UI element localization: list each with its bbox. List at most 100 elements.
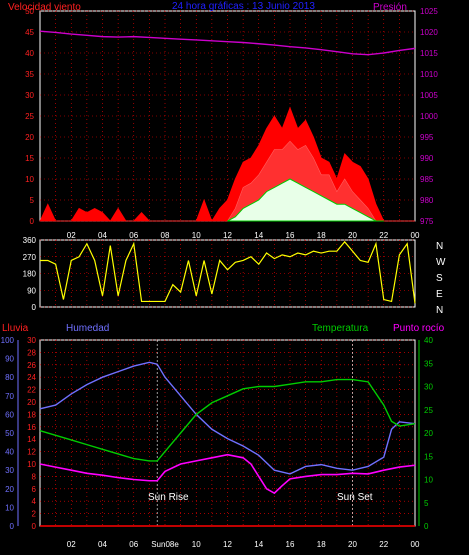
rain-tick-label: 6 [32, 485, 37, 494]
direction-tick-label: 0 [32, 303, 37, 312]
pressure-line [39, 30, 416, 56]
x-tick-label: 02 [67, 231, 76, 240]
pressure-tick-label: 1005 [420, 91, 438, 100]
lower-x-tick-label: 22 [379, 540, 388, 549]
x-tick-label: 20 [348, 231, 357, 240]
humidity-tick-label: 0 [10, 522, 15, 531]
chart-title: 24 hora gráficas : 13 Junio 2013 [172, 1, 315, 12]
lower-x-tick-label: Sun08e [151, 540, 179, 549]
dewpoint-line [39, 453, 416, 495]
temperature-tick-label: 25 [424, 406, 433, 415]
rain-tick-label: 4 [32, 497, 37, 506]
lower-x-tick-label: 10 [192, 540, 201, 549]
pressure-tick-label: 1010 [420, 70, 438, 79]
lower-x-tick-label: 06 [129, 540, 138, 549]
humidity-tick-label: 100 [1, 336, 15, 345]
humidity-tick-label: 90 [5, 355, 14, 364]
pressure-tick-label: 990 [420, 154, 434, 163]
temperature-line [39, 378, 416, 462]
rain-tick-label: 22 [27, 386, 36, 395]
humidity-tick-label: 40 [5, 448, 14, 457]
lower-x-tick-label: 12 [223, 540, 232, 549]
rain-label: Lluvia [2, 323, 29, 334]
wind-tick-label: 10 [25, 175, 34, 184]
compass-label-n-bottom: N [436, 305, 443, 316]
x-tick-label: 10 [192, 231, 201, 240]
rain-tick-label: 12 [27, 448, 36, 457]
compass-label-s: S [436, 273, 443, 284]
direction-line [40, 240, 416, 304]
wind-tick-label: 35 [25, 70, 34, 79]
humidity-line [39, 361, 416, 475]
x-tick-label: 12 [223, 231, 232, 240]
pressure-tick-label: 975 [420, 217, 434, 226]
direction-tick-label: 90 [27, 286, 36, 295]
rain-tick-label: 26 [27, 361, 36, 370]
wind-tick-label: 40 [25, 49, 34, 58]
sun-set-label: Sun Set [337, 492, 373, 503]
rain-tick-label: 8 [32, 472, 37, 481]
pressure-tick-label: 995 [420, 133, 434, 142]
lower-x-tick-label: 18 [317, 540, 326, 549]
rain-tick-label: 16 [27, 423, 36, 432]
wind-tick-label: 20 [25, 133, 34, 142]
pressure-tick-label: 980 [420, 196, 434, 205]
direction-tick-label: 360 [23, 236, 37, 245]
x-tick-label: 04 [98, 231, 107, 240]
wind-tick-label: 50 [25, 7, 34, 16]
rain-tick-label: 2 [32, 510, 37, 519]
compass-label-w: W [436, 257, 446, 268]
direction-tick-label: 270 [23, 253, 37, 262]
x-tick-label: 00 [411, 231, 420, 240]
lower-x-tick-label: 04 [98, 540, 107, 549]
pressure-tick-label: 1020 [420, 28, 438, 37]
x-tick-label: 14 [254, 231, 263, 240]
compass-label-n-top: N [436, 241, 443, 252]
average-wind-area [227, 178, 384, 222]
axis-layer: 0510152025303540455097598098599099510001… [1, 7, 439, 549]
lower-x-tick-label: 14 [254, 540, 263, 549]
x-tick-label: 08 [161, 231, 170, 240]
wind-tick-label: 25 [25, 112, 34, 121]
pressure-tick-label: 1015 [420, 49, 438, 58]
rain-tick-label: 14 [27, 435, 36, 444]
compass-label-e: E [436, 289, 443, 300]
temperature-tick-label: 0 [424, 522, 429, 531]
dewpoint-label: Punto rocío [393, 323, 445, 334]
wind-tick-label: 45 [25, 28, 34, 37]
rain-tick-label: 28 [27, 348, 36, 357]
humidity-tick-label: 70 [5, 392, 14, 401]
humidity-tick-label: 10 [5, 503, 14, 512]
rain-tick-label: 10 [27, 460, 36, 469]
temperature-tick-label: 20 [424, 429, 433, 438]
x-tick-label: 18 [317, 231, 326, 240]
rain-tick-label: 18 [27, 410, 36, 419]
rain-tick-label: 0 [32, 522, 37, 531]
temperature-tick-label: 30 [424, 383, 433, 392]
humidity-label: Humedad [66, 323, 109, 334]
temperature-tick-label: 10 [424, 476, 433, 485]
rain-tick-label: 20 [27, 398, 36, 407]
temperature-tick-label: 35 [424, 359, 433, 368]
temperature-tick-label: 15 [424, 452, 433, 461]
wind-tick-label: 5 [30, 196, 35, 205]
humidity-tick-label: 80 [5, 373, 14, 382]
pressure-tick-label: 985 [420, 175, 434, 184]
temperature-tick-label: 5 [424, 499, 429, 508]
lower-x-tick-label: 02 [67, 540, 76, 549]
lower-x-tick-label: 16 [286, 540, 295, 549]
pressure-tick-label: 1025 [420, 7, 438, 16]
pressure-label: Presión [373, 2, 407, 13]
temperature-label: Temperatura [312, 323, 369, 334]
x-tick-label: 22 [379, 231, 388, 240]
wind-tick-label: 15 [25, 154, 34, 163]
humidity-tick-label: 20 [5, 485, 14, 494]
lower-x-tick-label: 20 [348, 540, 357, 549]
series-layer [39, 30, 416, 527]
rain-tick-label: 30 [27, 336, 36, 345]
humidity-tick-label: 30 [5, 466, 14, 475]
x-tick-label: 06 [129, 231, 138, 240]
rain-tick-label: 24 [27, 373, 36, 382]
